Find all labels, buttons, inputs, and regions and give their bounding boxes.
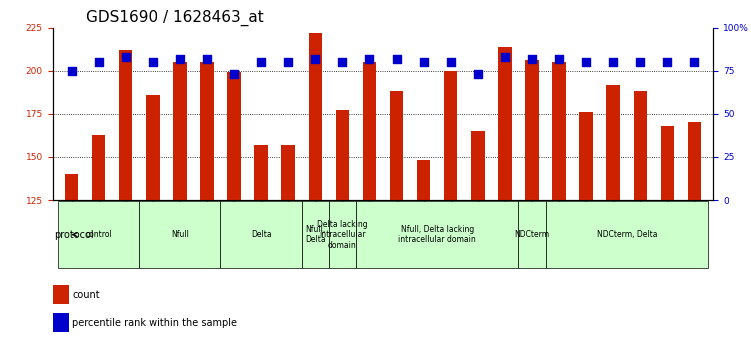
Bar: [255, 145, 268, 200]
Point: [391, 56, 403, 61]
Point: [635, 59, 647, 65]
Bar: [607, 85, 620, 200]
Point: [689, 59, 701, 65]
FancyBboxPatch shape: [139, 201, 221, 268]
Bar: [525, 60, 538, 200]
Point: [363, 56, 376, 61]
Bar: [688, 122, 701, 200]
Point: [608, 59, 620, 65]
Bar: [201, 62, 214, 200]
FancyBboxPatch shape: [58, 201, 139, 268]
Bar: [498, 47, 511, 200]
FancyBboxPatch shape: [356, 201, 518, 268]
Text: NDCterm, Delta: NDCterm, Delta: [596, 230, 657, 239]
Point: [146, 59, 158, 65]
Bar: [634, 91, 647, 200]
Text: protocol: protocol: [54, 230, 94, 239]
Bar: [65, 174, 78, 200]
Point: [174, 56, 186, 61]
Point: [228, 71, 240, 77]
Bar: [363, 62, 376, 200]
Text: Delta lacking
intracellular
domain: Delta lacking intracellular domain: [317, 220, 368, 249]
Point: [336, 59, 348, 65]
Point: [580, 59, 592, 65]
Point: [553, 56, 565, 61]
Point: [472, 71, 484, 77]
Bar: [146, 95, 159, 200]
FancyBboxPatch shape: [329, 201, 356, 268]
Bar: [282, 145, 295, 200]
Text: percentile rank within the sample: percentile rank within the sample: [72, 318, 237, 327]
Point: [662, 59, 674, 65]
Point: [526, 56, 538, 61]
Point: [309, 56, 321, 61]
FancyBboxPatch shape: [302, 201, 329, 268]
Text: count: count: [72, 290, 100, 299]
Point: [92, 59, 104, 65]
Bar: [390, 91, 403, 200]
Bar: [53, 313, 69, 332]
Bar: [579, 112, 593, 200]
Bar: [228, 72, 241, 200]
Point: [282, 59, 294, 65]
Text: NDCterm: NDCterm: [514, 230, 550, 239]
Bar: [471, 131, 484, 200]
Bar: [661, 126, 674, 200]
Bar: [336, 110, 349, 200]
Point: [418, 59, 430, 65]
Text: Nfull,
Delta: Nfull, Delta: [305, 225, 326, 244]
Bar: [552, 62, 566, 200]
Bar: [53, 285, 69, 304]
Bar: [92, 135, 105, 200]
Point: [119, 54, 131, 60]
Text: Nfull: Nfull: [171, 230, 189, 239]
FancyBboxPatch shape: [221, 201, 302, 268]
Bar: [119, 50, 132, 200]
Text: control: control: [86, 230, 112, 239]
Text: Nfull, Delta lacking
intracellular domain: Nfull, Delta lacking intracellular domai…: [398, 225, 476, 244]
Text: Delta: Delta: [251, 230, 271, 239]
Point: [445, 59, 457, 65]
FancyBboxPatch shape: [518, 201, 545, 268]
FancyBboxPatch shape: [545, 201, 708, 268]
Point: [65, 68, 77, 73]
Bar: [173, 62, 187, 200]
Bar: [444, 71, 457, 200]
Bar: [417, 160, 430, 200]
Point: [255, 59, 267, 65]
Point: [499, 54, 511, 60]
Point: [201, 56, 213, 61]
Text: GDS1690 / 1628463_at: GDS1690 / 1628463_at: [86, 10, 264, 26]
Bar: [309, 33, 322, 200]
